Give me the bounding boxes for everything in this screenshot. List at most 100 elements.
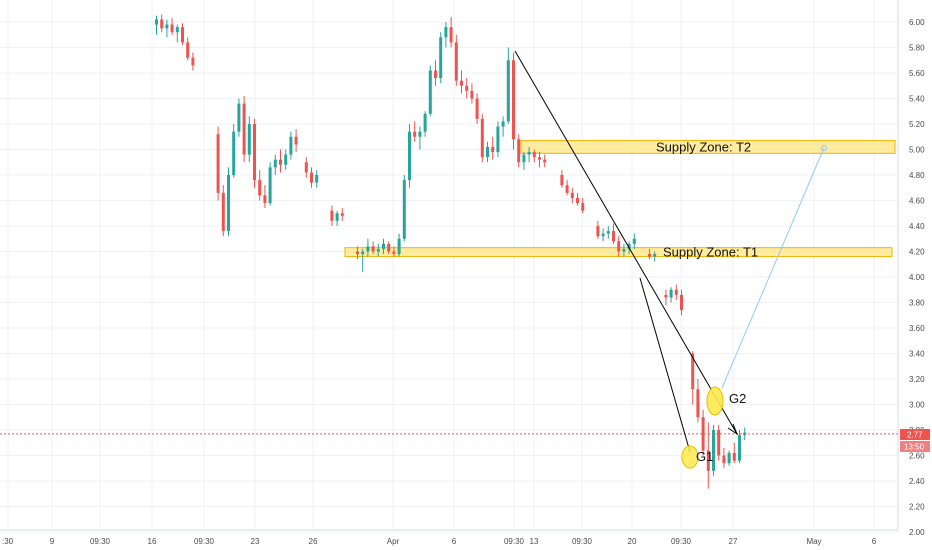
candle-body — [596, 226, 600, 237]
candle-body — [722, 455, 726, 464]
candle-body — [232, 131, 236, 175]
candle-body — [465, 85, 469, 91]
candle-body — [376, 248, 380, 252]
candle-body — [517, 139, 521, 163]
candle-body — [175, 27, 179, 33]
candle-body — [565, 185, 569, 193]
price-tick-label: 3.20 — [909, 375, 925, 384]
candle-body — [653, 254, 657, 257]
candle-body — [216, 134, 220, 193]
candle-body — [454, 42, 458, 81]
drawings[interactable]: G1 G2 — [0, 50, 898, 469]
candle-body — [538, 157, 541, 160]
candle-body — [428, 70, 432, 114]
candle-body — [706, 450, 710, 471]
candle-body — [560, 175, 564, 186]
candle-body — [512, 60, 515, 140]
candle-body — [606, 231, 610, 234]
candle-body — [361, 251, 365, 255]
g1-marker — [681, 445, 699, 469]
price-tick-label: 5.20 — [909, 120, 925, 129]
candle-body — [601, 233, 605, 237]
candle-body — [165, 24, 169, 29]
current-price-value: 2.77 — [907, 431, 923, 440]
grid-lines — [0, 0, 898, 533]
candle-body — [371, 246, 375, 252]
price-tick-label: 5.40 — [909, 95, 925, 104]
price-tick-label: 3.40 — [909, 350, 925, 359]
candle-body — [279, 159, 282, 165]
candle-body — [717, 430, 721, 456]
time-tick-label: 09:30 — [194, 537, 215, 546]
price-tick-label: 2.00 — [909, 528, 925, 537]
supply-zone-box[interactable] — [520, 140, 896, 154]
trend-line-long — [514, 50, 738, 435]
candle-body — [237, 103, 241, 132]
candle-body — [304, 162, 308, 173]
candle-body — [160, 19, 164, 29]
time-tick-label: 20 — [628, 537, 637, 546]
candle-body — [402, 180, 406, 239]
candle-body — [191, 57, 195, 66]
g2-label: G2 — [729, 391, 746, 406]
time-tick-label: 09:30 — [671, 537, 692, 546]
time-tick-label: Apr — [387, 537, 400, 546]
time-tick-label: May — [806, 537, 821, 546]
candle-body — [532, 152, 536, 158]
time-tick-label: 26 — [309, 537, 318, 546]
candle-body — [340, 213, 344, 216]
candle-body — [470, 90, 474, 99]
candle-body — [506, 60, 510, 122]
candle-body — [627, 243, 631, 249]
candle-body — [460, 80, 463, 86]
candle-body — [617, 241, 621, 252]
trend-line-short — [639, 277, 691, 453]
time-tick-label: 09:30 — [90, 537, 111, 546]
candle-body — [449, 27, 453, 43]
price-tick-label: 3.00 — [909, 401, 925, 410]
price-tick-label: 3.60 — [909, 324, 925, 333]
candle-body — [294, 136, 298, 145]
price-tick-label: 4.00 — [909, 273, 925, 282]
price-axis[interactable]: 6.00 5.80 5.60 5.40 5.20 5.00 4.80 4.60 4.40 4.20… — [897, 0, 930, 537]
supply-zone-label: Supply Zone: T1 — [663, 245, 758, 260]
candle-body — [696, 389, 700, 418]
time-tick-label: 13 — [530, 537, 539, 546]
candle-body — [247, 124, 251, 155]
candle-body — [387, 243, 391, 252]
candle-body — [480, 118, 484, 158]
candle-body — [632, 238, 636, 244]
current-price-badge — [900, 429, 930, 440]
trend-arrow-head — [727, 423, 739, 436]
candle-body — [289, 136, 293, 155]
time-tick-label: 6 — [872, 537, 877, 546]
candle-body — [491, 146, 495, 153]
candle-body — [496, 126, 500, 153]
candle-body — [356, 251, 359, 255]
candle-body — [181, 27, 184, 43]
candle-body — [273, 159, 277, 168]
candle-body — [648, 254, 651, 257]
candles — [155, 14, 747, 489]
time-tick-label: 27 — [729, 537, 738, 546]
candle-body — [258, 180, 262, 196]
candle-body — [335, 213, 339, 221]
candle-body — [732, 452, 736, 461]
candle-body — [669, 289, 673, 298]
candle-body — [570, 192, 574, 198]
candle-body — [527, 152, 531, 155]
time-axis[interactable]: :30 9 09:30 16 09:30 23 26 Apr 6 09:30 13 09:30 20 09… — [0, 529, 898, 546]
candle-body — [475, 98, 479, 119]
candle-body — [227, 175, 230, 232]
candle-body — [501, 121, 505, 127]
countdown-value: 13:50 — [904, 443, 925, 452]
candle-body — [581, 203, 585, 211]
candle-body — [242, 103, 246, 155]
g1-label: G1 — [696, 449, 713, 464]
candle-body — [330, 210, 334, 221]
price-tick-label: 6.00 — [909, 18, 925, 27]
candle-body — [366, 246, 370, 252]
price-tick-label: 4.60 — [909, 197, 925, 206]
time-tick-label: 9 — [50, 537, 55, 546]
